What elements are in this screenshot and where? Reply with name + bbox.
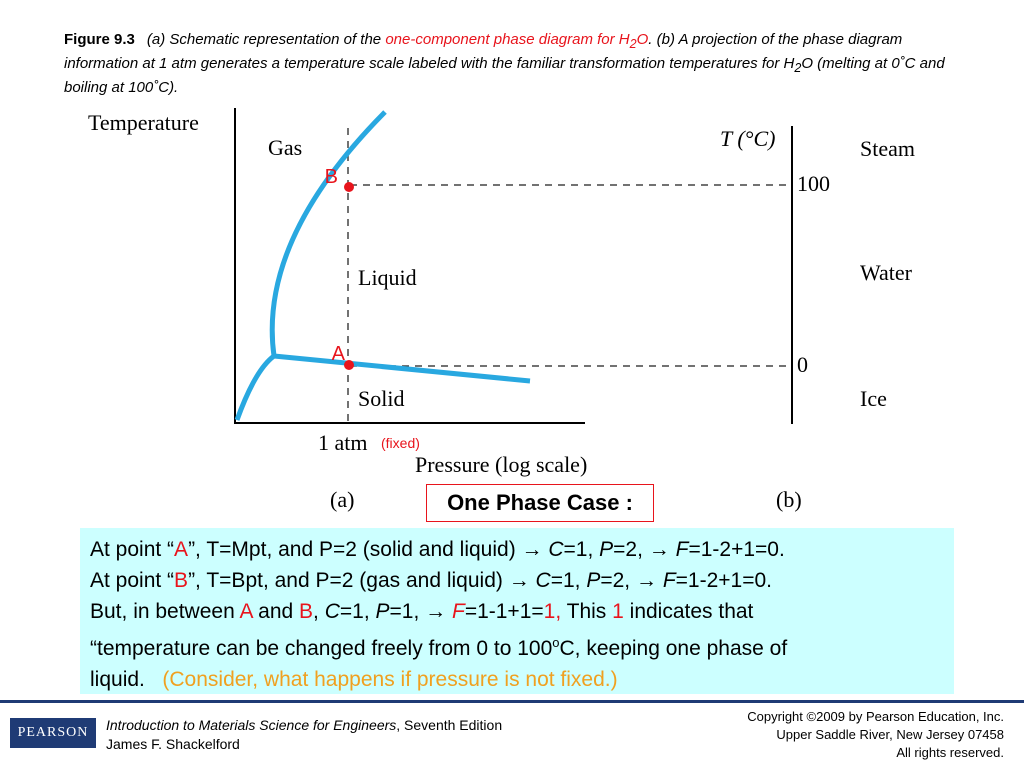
explanation-line-3: But, in between A and B, C=1, P=1, → F=1… <box>90 600 754 623</box>
explanation-line-1: At point “A”, T=Mpt, and P=2 (solid and … <box>90 538 785 561</box>
book-info: Introduction to Materials Science for En… <box>106 716 502 754</box>
region-solid: Solid <box>358 386 404 411</box>
point-b-label: B <box>325 166 338 188</box>
explanation-line-2: At point “B”, T=Bpt, and P=2 (gas and li… <box>90 569 772 592</box>
book-author: James F. Shackelford <box>106 736 240 752</box>
phase-diagram: B A Temperature Gas Liquid Solid 1 atm (… <box>88 108 915 512</box>
panel-b-label: (b) <box>776 487 802 512</box>
caption-rest-end: O (melting at 0˚C and boiling at 100˚C). <box>64 55 945 96</box>
book-edition: , Seventh Edition <box>396 717 503 733</box>
copyright-notice: Copyright ©2009 by Pearson Education, In… <box>747 709 1004 760</box>
phase-ice: Ice <box>860 386 887 411</box>
phase-steam: Steam <box>860 136 915 161</box>
explanation-line-5: liquid. (Consider, what happens if press… <box>90 668 618 691</box>
explanation-line-4: “temperature can be changed freely from … <box>90 635 788 660</box>
point-b-marker <box>344 182 354 192</box>
footer-divider <box>0 700 1024 703</box>
tick-100: 100 <box>797 171 830 196</box>
vaporization-curve <box>269 110 387 357</box>
point-a-label: A <box>332 343 346 365</box>
explanation-box: At point “A”, T=Mpt, and P=2 (solid and … <box>80 528 954 694</box>
phase-water: Water <box>860 260 913 285</box>
region-gas: Gas <box>268 135 302 160</box>
caption-rest: . (b) A projection of the phase diagram … <box>64 31 903 72</box>
celsius-axis-label: T (°C) <box>720 126 775 151</box>
point-a-marker <box>344 360 354 370</box>
pressure-note: (Consider, what happens if pressure is n… <box>162 668 618 691</box>
caption-rest-sub: 2 <box>794 61 802 75</box>
fixed-note: (fixed) <box>381 435 420 451</box>
one-atm-tick: 1 atm <box>318 430 368 455</box>
tick-0: 0 <box>797 352 808 377</box>
temperature-axis-label: Temperature <box>88 110 199 135</box>
figure-caption: Figure 9.3 (a) Schematic representation o… <box>64 30 964 98</box>
figure-label: Figure 9.3 <box>64 31 135 48</box>
pearson-logo: PEARSON <box>10 718 96 748</box>
region-liquid: Liquid <box>358 265 417 290</box>
sublimation-curve <box>234 353 276 421</box>
panel-a-label: (a) <box>330 487 354 512</box>
melting-curve <box>273 353 531 384</box>
caption-highlight: one-component phase diagram for H2O <box>385 31 649 51</box>
book-title: Introduction to Materials Science for En… <box>106 717 397 733</box>
one-phase-case-label: One Phase Case : <box>426 484 654 522</box>
pressure-axis-label: Pressure (log scale) <box>415 452 587 477</box>
caption-part-a: (a) Schematic representation of the <box>146 31 386 48</box>
